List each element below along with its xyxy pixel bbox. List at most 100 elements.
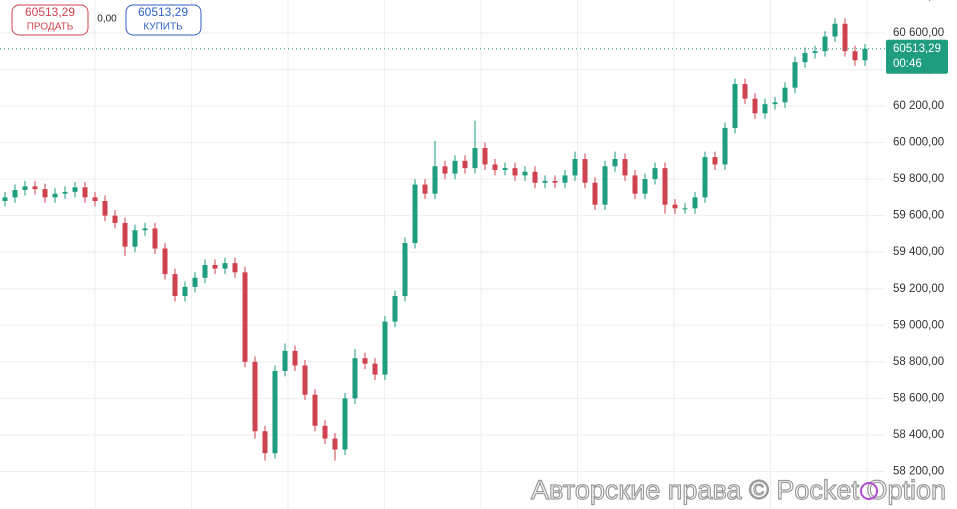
candle-body bbox=[102, 201, 108, 216]
candle-body bbox=[712, 157, 718, 165]
candle-body bbox=[212, 264, 218, 269]
candle-body bbox=[312, 394, 318, 426]
candle-body bbox=[622, 158, 628, 176]
candle-body bbox=[852, 51, 858, 61]
candle-body bbox=[772, 102, 778, 105]
candle-body bbox=[142, 228, 148, 231]
candle-body bbox=[472, 148, 478, 169]
current-price-label: 60513,29 bbox=[893, 43, 941, 55]
candle-body bbox=[302, 365, 308, 395]
candle-body bbox=[492, 164, 498, 170]
y-tick-label: 59 000,00 bbox=[893, 319, 944, 331]
candle-body bbox=[762, 104, 768, 114]
spread: 0,00 bbox=[97, 14, 117, 25]
candle-body bbox=[252, 361, 258, 432]
candle-body bbox=[242, 272, 248, 362]
candle-body bbox=[192, 277, 198, 287]
candle-body bbox=[452, 160, 458, 174]
candle-body bbox=[202, 264, 208, 278]
candle-body bbox=[612, 158, 618, 167]
buy-price: 60513,29 bbox=[138, 5, 188, 19]
sell-button[interactable] bbox=[11, 4, 89, 36]
y-tick-label: 59 600,00 bbox=[893, 210, 944, 222]
candle-body bbox=[862, 48, 868, 61]
candle-body bbox=[72, 187, 78, 192]
candle-body bbox=[812, 51, 818, 53]
watermark: Авторские права © Pocket Option bbox=[531, 475, 946, 505]
candle-body bbox=[92, 197, 98, 202]
candle-body bbox=[792, 62, 798, 88]
candle-body bbox=[422, 184, 428, 194]
candle-body bbox=[752, 98, 758, 114]
logo-icon bbox=[860, 482, 878, 500]
y-tick-label: 59 200,00 bbox=[893, 283, 944, 295]
buy-button[interactable] bbox=[125, 4, 202, 36]
buy-label: КУПИТЬ bbox=[143, 22, 183, 33]
candle-body bbox=[2, 197, 8, 202]
candle-body bbox=[352, 358, 358, 399]
candle-body bbox=[112, 215, 118, 223]
candle-body bbox=[562, 175, 568, 183]
candle-body bbox=[832, 23, 838, 37]
candle-body bbox=[272, 370, 278, 454]
candle-body bbox=[542, 180, 548, 183]
y-tick-label: 58 600,00 bbox=[893, 392, 944, 404]
candle-body bbox=[62, 191, 68, 194]
candle-body bbox=[692, 197, 698, 209]
candle-body bbox=[162, 248, 168, 275]
price-badge bbox=[886, 39, 948, 74]
y-tick-label: 60 800,00 bbox=[893, 0, 944, 2]
candle-body bbox=[682, 208, 688, 210]
candle-body bbox=[552, 180, 558, 183]
timer: 00:46 bbox=[893, 58, 922, 70]
candle-body bbox=[42, 189, 48, 198]
candle-body bbox=[382, 321, 388, 375]
candle-body bbox=[82, 187, 88, 198]
candle-body bbox=[632, 175, 638, 194]
candle-body bbox=[742, 84, 748, 99]
candle-body bbox=[662, 168, 668, 205]
candle-body bbox=[282, 350, 288, 371]
grid bbox=[0, 0, 885, 509]
candle-body bbox=[412, 184, 418, 244]
candle-body bbox=[722, 127, 728, 165]
candle-body bbox=[672, 204, 678, 209]
candle-body bbox=[432, 166, 438, 194]
y-tick-label: 58 800,00 bbox=[893, 356, 944, 368]
candle-body bbox=[642, 179, 648, 194]
y-tick-label: 59 400,00 bbox=[893, 246, 944, 258]
candle-body bbox=[802, 52, 808, 63]
candle-body bbox=[332, 438, 338, 450]
candle-body bbox=[122, 222, 128, 247]
candle-body bbox=[782, 87, 788, 103]
candle-body bbox=[152, 228, 158, 249]
y-tick-label: 60 200,00 bbox=[893, 100, 944, 112]
candle-body bbox=[232, 263, 238, 273]
candle-body bbox=[572, 158, 578, 176]
candle-body bbox=[532, 171, 538, 183]
y-tick-label: 60 600,00 bbox=[893, 27, 944, 39]
candle-body bbox=[402, 243, 408, 297]
y-tick-label: 58 200,00 bbox=[893, 465, 944, 477]
candle-body bbox=[392, 296, 398, 322]
candles bbox=[2, 18, 868, 461]
candle-body bbox=[322, 425, 328, 439]
y-tick-label: 58 400,00 bbox=[893, 429, 944, 441]
candle-body bbox=[582, 158, 588, 183]
candle-body bbox=[502, 168, 508, 170]
candle-body bbox=[182, 286, 188, 297]
candle-body bbox=[512, 168, 518, 176]
y-tick-label: 59 800,00 bbox=[893, 173, 944, 185]
candle-body bbox=[842, 23, 848, 52]
candle-body bbox=[522, 171, 528, 176]
sell-label: ПРОДАТЬ bbox=[27, 22, 74, 33]
candle-body bbox=[52, 193, 58, 198]
candle-body bbox=[592, 182, 598, 205]
candle-body bbox=[602, 166, 608, 205]
y-tick-label: 60 000,00 bbox=[893, 137, 944, 149]
candle-body bbox=[292, 350, 298, 366]
candle-body bbox=[482, 148, 488, 165]
sell-price: 60513,29 bbox=[25, 5, 75, 19]
candle-body bbox=[222, 263, 228, 269]
